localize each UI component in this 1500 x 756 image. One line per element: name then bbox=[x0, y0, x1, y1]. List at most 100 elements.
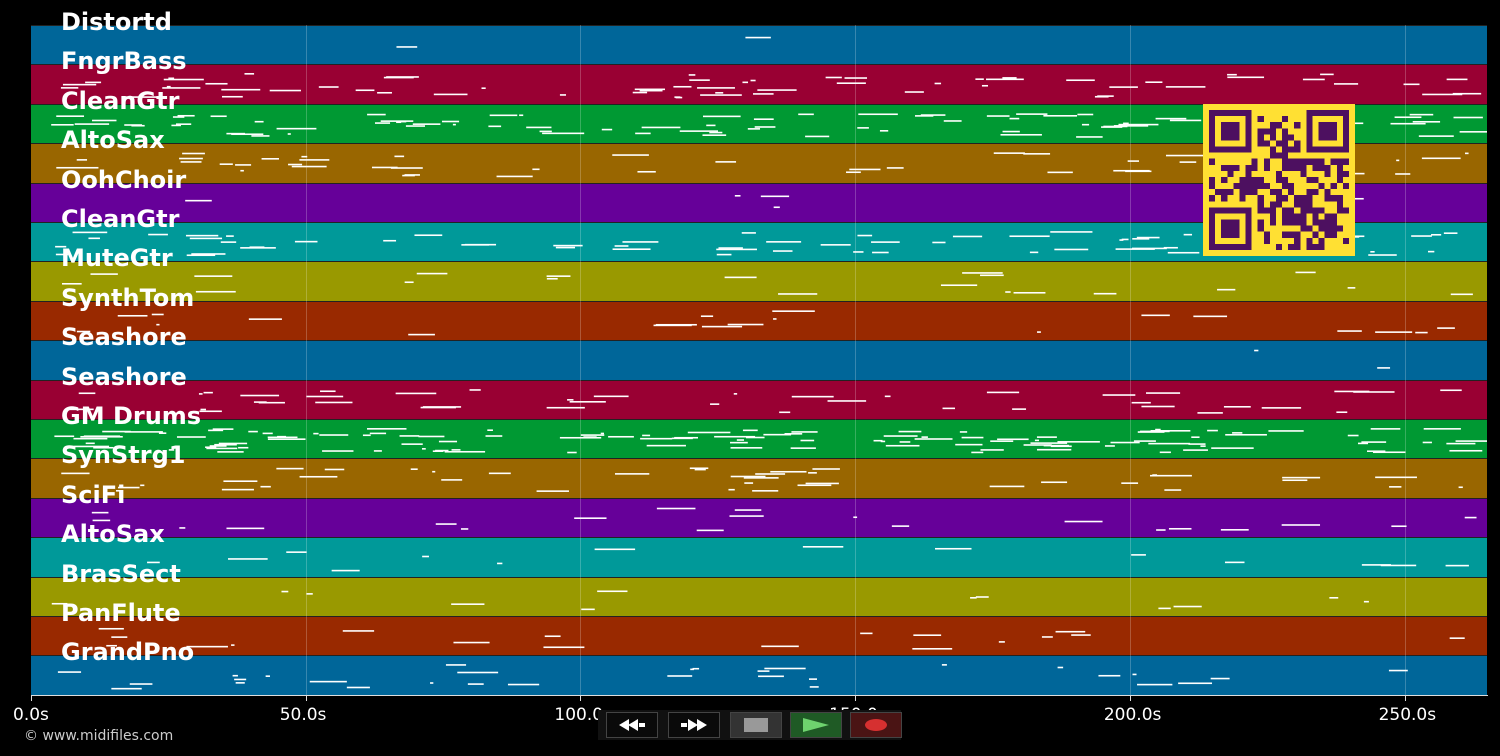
note-mark bbox=[542, 132, 585, 134]
note-mark bbox=[1464, 152, 1469, 155]
note-mark bbox=[1409, 113, 1434, 116]
note-mark bbox=[1050, 445, 1072, 448]
note-mark bbox=[299, 476, 338, 478]
note-mark bbox=[674, 436, 698, 439]
rewind-button[interactable] bbox=[606, 712, 658, 738]
record-button[interactable] bbox=[850, 712, 902, 738]
note-mark bbox=[309, 681, 347, 683]
note-mark bbox=[232, 675, 238, 677]
note-mark bbox=[1000, 133, 1042, 136]
note-mark bbox=[700, 94, 742, 97]
note-mark bbox=[941, 664, 947, 667]
note-mark bbox=[912, 648, 953, 650]
note-mark bbox=[755, 473, 786, 476]
note-mark bbox=[1449, 449, 1483, 452]
note-mark bbox=[176, 123, 192, 125]
note-mark bbox=[186, 645, 228, 648]
note-mark bbox=[1449, 637, 1465, 639]
note-mark bbox=[238, 446, 249, 449]
note-mark bbox=[714, 435, 756, 438]
note-mark bbox=[367, 428, 407, 430]
axis-tick bbox=[31, 695, 32, 701]
note-mark bbox=[262, 432, 273, 435]
note-mark bbox=[971, 451, 984, 454]
note-mark bbox=[791, 431, 818, 433]
note-mark bbox=[1281, 523, 1321, 526]
grid-line bbox=[580, 25, 582, 695]
note-mark bbox=[253, 400, 267, 403]
note-mark bbox=[191, 253, 226, 255]
note-mark bbox=[747, 127, 761, 130]
play-button[interactable] bbox=[790, 712, 842, 738]
note-mark bbox=[422, 555, 429, 558]
note-mark bbox=[667, 675, 693, 678]
note-mark bbox=[301, 156, 308, 158]
note-mark bbox=[1002, 130, 1020, 133]
note-mark bbox=[583, 436, 597, 438]
note-mark bbox=[1159, 451, 1171, 454]
note-mark bbox=[62, 84, 97, 86]
note-mark bbox=[380, 120, 414, 122]
note-mark bbox=[673, 86, 692, 88]
note-mark bbox=[808, 472, 817, 475]
note-mark bbox=[151, 313, 164, 316]
note-mark bbox=[85, 442, 95, 445]
note-mark bbox=[451, 602, 485, 605]
note-mark bbox=[1178, 682, 1213, 685]
note-mark bbox=[156, 323, 160, 326]
note-mark bbox=[1372, 451, 1406, 454]
note-mark bbox=[369, 432, 387, 435]
note-mark bbox=[460, 527, 469, 530]
note-mark bbox=[656, 507, 696, 510]
transport-controls bbox=[598, 710, 902, 740]
note-mark bbox=[773, 206, 780, 208]
note-mark bbox=[883, 435, 918, 437]
note-mark bbox=[346, 687, 370, 689]
note-mark bbox=[92, 119, 117, 122]
note-mark bbox=[1357, 442, 1369, 445]
fast-forward-button[interactable] bbox=[668, 712, 720, 738]
note-mark bbox=[444, 450, 486, 453]
note-mark bbox=[763, 433, 792, 436]
note-mark bbox=[790, 447, 816, 449]
note-mark bbox=[367, 113, 386, 116]
note-mark bbox=[399, 435, 420, 437]
note-mark bbox=[199, 410, 222, 412]
note-mark bbox=[555, 246, 576, 249]
note-mark bbox=[773, 317, 777, 320]
note-mark bbox=[432, 471, 436, 473]
note-mark bbox=[117, 314, 148, 317]
note-mark bbox=[1197, 411, 1223, 414]
note-mark bbox=[961, 436, 984, 439]
axis-tick-label: 250.0s bbox=[1378, 705, 1437, 725]
note-mark bbox=[1347, 287, 1356, 290]
note-mark bbox=[73, 437, 108, 440]
note-mark bbox=[760, 195, 790, 197]
note-mark bbox=[355, 89, 375, 92]
note-mark bbox=[1041, 636, 1053, 638]
note-mark bbox=[1361, 564, 1392, 566]
note-mark bbox=[1415, 331, 1428, 334]
note-mark bbox=[74, 445, 110, 448]
note-mark bbox=[1375, 331, 1413, 333]
note-mark bbox=[986, 78, 1024, 81]
note-mark bbox=[286, 551, 307, 554]
note-mark bbox=[386, 76, 419, 79]
note-mark bbox=[1109, 86, 1138, 89]
note-mark bbox=[223, 480, 258, 483]
track-notes bbox=[98, 627, 1465, 650]
note-mark bbox=[54, 435, 75, 438]
note-mark bbox=[959, 431, 968, 433]
stop-button[interactable] bbox=[730, 712, 782, 738]
note-mark bbox=[857, 126, 869, 129]
note-mark bbox=[546, 278, 558, 280]
note-mark bbox=[1443, 232, 1458, 234]
note-mark bbox=[975, 595, 989, 598]
note-mark bbox=[1452, 93, 1482, 95]
note-mark bbox=[394, 155, 405, 158]
note-mark bbox=[140, 484, 145, 487]
note-mark bbox=[688, 74, 696, 77]
note-mark bbox=[1093, 293, 1117, 295]
note-mark bbox=[76, 159, 88, 161]
note-mark bbox=[1380, 564, 1417, 567]
